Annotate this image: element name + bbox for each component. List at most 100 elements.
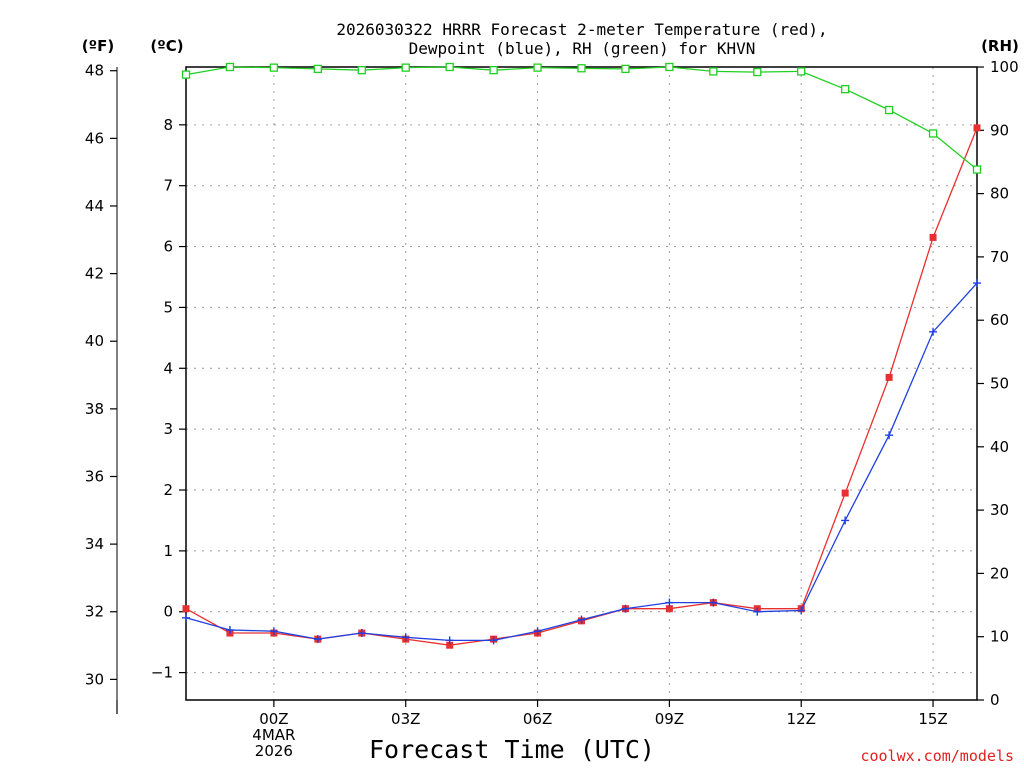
dewpoint-point [885, 431, 894, 440]
rh-point [841, 85, 850, 94]
x-tick-label: 03Z [391, 710, 420, 728]
series-temperature [182, 124, 981, 649]
rh-tick-label: 60 [990, 311, 1009, 329]
rh-point [753, 67, 762, 77]
dewpoint-point [313, 635, 322, 644]
tick-labels: −101234567830323436384042444648010203040… [85, 58, 1019, 760]
rh-tick-label: 100 [990, 58, 1019, 76]
x-tick-label: 09Z [655, 710, 684, 728]
rh-point [709, 67, 718, 76]
fahrenheit-tick-label: 48 [85, 62, 104, 80]
x-tick-label: 00Z [259, 710, 288, 728]
rh-point [181, 70, 191, 79]
dewpoint-point [445, 636, 454, 645]
dewpoint-line [185, 282, 978, 642]
rh-line [185, 66, 978, 171]
rh-tick-label: 0 [990, 691, 1000, 709]
x-tick-label: 15Z [918, 710, 947, 728]
x-tick-label: 06Z [523, 710, 552, 728]
series-dewpoint [182, 279, 981, 645]
chart-title-line-2: Dewpoint (blue), RH (green) for KHVN [409, 39, 756, 58]
rh-point [972, 165, 982, 174]
x-tick-label: 4MAR [252, 726, 295, 744]
rh-tick-label: 50 [990, 375, 1009, 393]
rh-point [313, 64, 322, 74]
x-tick-label: 2026 [255, 742, 293, 760]
series-rh [181, 62, 982, 174]
temperature-point [665, 605, 673, 613]
temperature-point [973, 124, 981, 132]
temperature-point [182, 605, 190, 613]
fahrenheit-unit-label: (ºF) [82, 37, 114, 55]
celsius-tick-label: 2 [163, 481, 173, 499]
dewpoint-point [401, 633, 410, 642]
celsius-tick-label: 3 [163, 420, 173, 438]
plot-frame [185, 66, 978, 701]
fahrenheit-tick-label: 36 [85, 467, 104, 485]
dewpoint-point [225, 626, 234, 635]
temperature-point [446, 641, 454, 649]
credit-link[interactable]: coolwx.com/models [860, 747, 1014, 765]
dewpoint-point [709, 598, 718, 607]
celsius-tick-label: −1 [151, 664, 173, 682]
temperature-point [885, 373, 893, 381]
dewpoint-point [577, 615, 586, 624]
dewpoint-point [841, 516, 850, 525]
rh-point [357, 66, 366, 75]
dewpoint-point [269, 627, 278, 636]
fahrenheit-tick-label: 42 [85, 265, 104, 283]
fahrenheit-tick-label: 44 [85, 197, 104, 215]
celsius-tick-label: 5 [163, 298, 173, 316]
temperature-point [841, 489, 849, 497]
celsius-tick-label: 8 [163, 116, 173, 134]
chart-title-line-1: 2026030322 HRRR Forecast 2-meter Tempera… [336, 20, 827, 39]
dewpoint-point [929, 327, 938, 336]
fahrenheit-tick-label: 32 [85, 603, 104, 621]
dewpoint-point [533, 627, 542, 636]
dewpoint-point [357, 629, 366, 638]
rh-point [225, 62, 235, 72]
rh-point [797, 67, 806, 76]
dewpoint-point [797, 606, 806, 615]
celsius-tick-label: 6 [163, 238, 173, 256]
temperature-point [929, 233, 937, 241]
rh-point [928, 129, 938, 138]
rh-point [621, 64, 630, 74]
x-axis-label: Forecast Time (UTC) [369, 735, 655, 764]
rh-point [269, 63, 279, 72]
dewpoint-point [753, 607, 762, 616]
dewpoint-point [621, 604, 630, 613]
series-layer [181, 62, 982, 649]
celsius-tick-label: 1 [163, 542, 173, 560]
rh-tick-label: 80 [990, 185, 1009, 203]
dewpoint-point [489, 636, 498, 645]
fahrenheit-tick-label: 46 [85, 129, 104, 147]
fahrenheit-tick-label: 38 [85, 400, 104, 418]
rh-unit-label: (RH) [981, 37, 1019, 55]
rh-point [489, 66, 498, 75]
rh-point [445, 62, 454, 72]
grid [186, 67, 977, 700]
celsius-tick-label: 7 [163, 177, 173, 195]
fahrenheit-tick-label: 40 [85, 332, 104, 350]
dewpoint-point [665, 598, 674, 607]
rh-tick-label: 70 [990, 248, 1009, 266]
rh-tick-label: 90 [990, 121, 1009, 139]
fahrenheit-tick-label: 30 [85, 670, 104, 688]
rh-point [577, 64, 586, 73]
rh-point [401, 63, 410, 72]
dewpoint-point [973, 279, 981, 288]
rh-tick-label: 20 [990, 564, 1009, 582]
axes [110, 66, 984, 714]
x-tick-label: 12Z [787, 710, 816, 728]
celsius-unit-label: (ºC) [150, 37, 183, 55]
dewpoint-point [182, 613, 190, 622]
celsius-tick-label: 0 [163, 603, 173, 621]
rh-tick-label: 10 [990, 628, 1009, 646]
rh-tick-label: 40 [990, 438, 1009, 456]
celsius-tick-label: 4 [163, 359, 173, 377]
rh-point [665, 62, 674, 72]
rh-point [533, 63, 542, 72]
rh-tick-label: 30 [990, 501, 1009, 519]
